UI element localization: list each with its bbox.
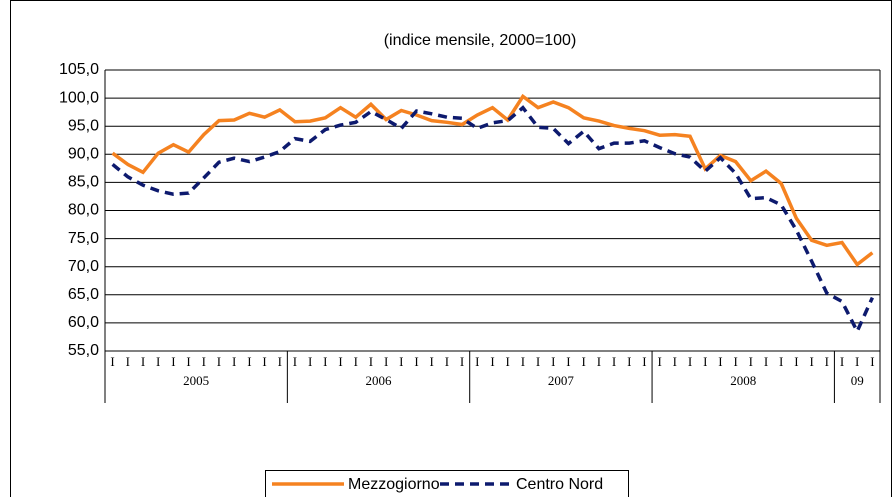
x-tick-label: I bbox=[566, 354, 570, 369]
x-tick-label: I bbox=[414, 354, 418, 369]
year-label: 2006 bbox=[366, 373, 393, 388]
x-tick-label: I bbox=[749, 354, 753, 369]
x-tick-label: I bbox=[171, 354, 175, 369]
year-label: 09 bbox=[851, 373, 864, 388]
y-tick-label: 90,0 bbox=[68, 146, 99, 163]
year-label: 2007 bbox=[548, 373, 575, 388]
x-tick-label: I bbox=[430, 354, 434, 369]
y-tick-label: 75,0 bbox=[68, 230, 99, 247]
y-tick-label: 85,0 bbox=[68, 174, 99, 191]
x-tick-label: I bbox=[232, 354, 236, 369]
chart-frame bbox=[10, 0, 892, 501]
x-tick-label: I bbox=[612, 354, 616, 369]
x-tick-label: I bbox=[445, 354, 449, 369]
x-tick-label: I bbox=[718, 354, 722, 369]
x-tick-label: I bbox=[840, 354, 844, 369]
x-tick-label: I bbox=[794, 354, 798, 369]
x-tick-label: I bbox=[156, 354, 160, 369]
x-tick-label: I bbox=[855, 354, 859, 369]
x-tick-label: I bbox=[217, 354, 221, 369]
x-tick-label: I bbox=[369, 354, 373, 369]
y-tick-label: 105,0 bbox=[59, 61, 99, 78]
y-tick-label: 70,0 bbox=[68, 258, 99, 275]
x-tick-label: I bbox=[262, 354, 266, 369]
x-tick-label: I bbox=[688, 354, 692, 369]
x-tick-label: I bbox=[779, 354, 783, 369]
y-tick-label: 65,0 bbox=[68, 286, 99, 303]
chart-title: (indice mensile, 2000=100) bbox=[384, 32, 577, 49]
x-tick-label: I bbox=[460, 354, 464, 369]
x-tick-label: I bbox=[490, 354, 494, 369]
x-tick-label: I bbox=[278, 354, 282, 369]
x-tick-label: I bbox=[475, 354, 479, 369]
x-tick-label: I bbox=[354, 354, 358, 369]
x-tick-label: I bbox=[293, 354, 297, 369]
x-tick-label: I bbox=[384, 354, 388, 369]
legend-label: Centro Nord bbox=[516, 476, 603, 493]
x-tick-label: I bbox=[308, 354, 312, 369]
x-tick-label: I bbox=[323, 354, 327, 369]
year-label: 2008 bbox=[730, 373, 756, 388]
x-tick-label: I bbox=[703, 354, 707, 369]
x-tick-label: I bbox=[657, 354, 661, 369]
x-tick-label: I bbox=[126, 354, 130, 369]
x-tick-label: I bbox=[627, 354, 631, 369]
x-tick-label: I bbox=[764, 354, 768, 369]
x-tick-label: I bbox=[642, 354, 646, 369]
y-tick-label: 55,0 bbox=[68, 342, 99, 359]
x-tick-label: I bbox=[110, 354, 114, 369]
y-tick-label: 80,0 bbox=[68, 202, 99, 219]
x-tick-label: I bbox=[506, 354, 510, 369]
x-tick-label: I bbox=[733, 354, 737, 369]
x-tick-label: I bbox=[597, 354, 601, 369]
x-tick-label: I bbox=[673, 354, 677, 369]
x-tick-label: I bbox=[247, 354, 251, 369]
x-tick-label: I bbox=[338, 354, 342, 369]
year-label: 2005 bbox=[183, 373, 209, 388]
x-tick-label: I bbox=[521, 354, 525, 369]
y-tick-label: 60,0 bbox=[68, 314, 99, 331]
x-tick-label: I bbox=[582, 354, 586, 369]
x-tick-label: I bbox=[141, 354, 145, 369]
y-tick-label: 100,0 bbox=[59, 89, 99, 106]
x-tick-label: I bbox=[551, 354, 555, 369]
y-tick-label: 95,0 bbox=[68, 117, 99, 134]
x-tick-label: I bbox=[186, 354, 190, 369]
legend-label: Mezzogiorno bbox=[348, 476, 440, 493]
x-tick-label: I bbox=[809, 354, 813, 369]
series-line bbox=[111, 105, 874, 336]
series-line bbox=[111, 93, 874, 268]
x-tick-label: I bbox=[202, 354, 206, 369]
x-tick-label: I bbox=[870, 354, 874, 369]
x-tick-label: I bbox=[825, 354, 829, 369]
x-tick-label: I bbox=[399, 354, 403, 369]
x-tick-label: I bbox=[536, 354, 540, 369]
